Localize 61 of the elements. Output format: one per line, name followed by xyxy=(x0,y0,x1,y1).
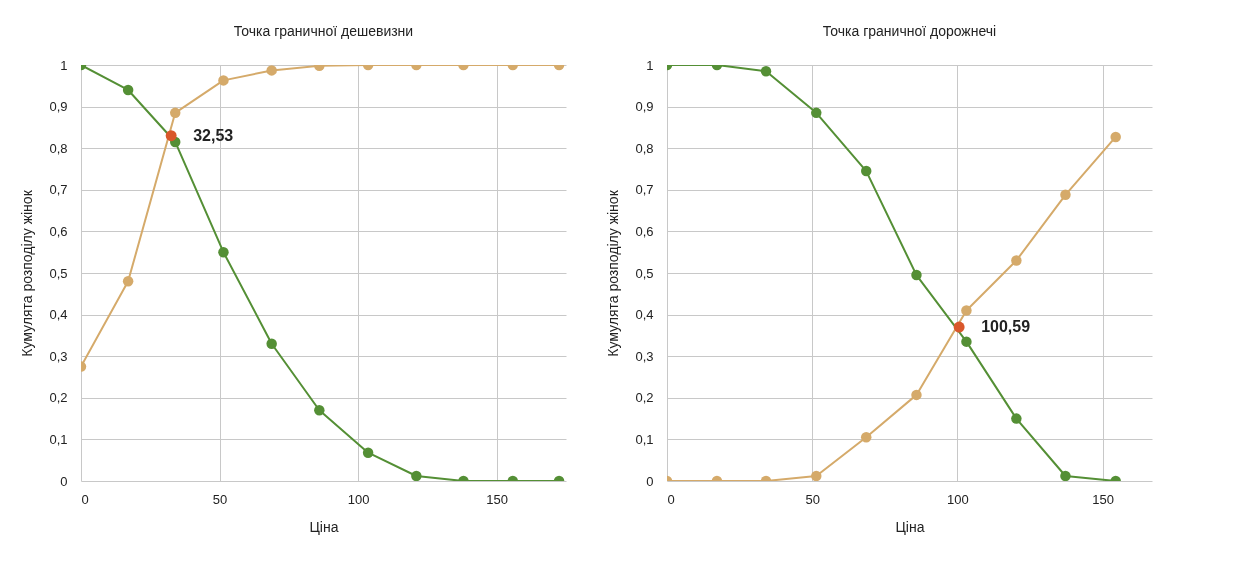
annotation: 32,53 xyxy=(193,126,234,144)
point xyxy=(1011,413,1022,424)
x-axis-title: Ціна xyxy=(309,518,339,535)
y-tick-label: 0,9 xyxy=(49,99,68,115)
y-tick-label: 0,6 xyxy=(49,223,68,239)
y-tick-label: 0,9 xyxy=(635,99,654,115)
y-axis-title: Кумулята розподілу жінок xyxy=(19,189,36,357)
point xyxy=(911,269,922,281)
point xyxy=(961,336,972,347)
y-tick-label: 0,2 xyxy=(635,390,654,406)
y-tick-label: 0,1 xyxy=(49,431,68,447)
chart-title: Точка граничної дорожнечі xyxy=(822,23,997,39)
point xyxy=(953,321,965,333)
y-tick-label: 0,7 xyxy=(49,182,68,198)
y-tick-label: 0,4 xyxy=(49,307,68,323)
y-tick-label: 0,6 xyxy=(635,223,654,239)
point xyxy=(811,107,822,119)
x-tick-label: 50 xyxy=(212,491,228,507)
x-tick-label: 150 xyxy=(1092,491,1114,507)
point xyxy=(860,432,872,443)
x-tick-label: 100 xyxy=(347,491,370,507)
y-axis-title: Кумулята розподілу жінок xyxy=(605,189,622,357)
point xyxy=(811,470,822,481)
point xyxy=(218,246,229,258)
point xyxy=(1060,470,1071,481)
y-tick-label: 0,8 xyxy=(49,140,68,156)
point xyxy=(1110,131,1121,143)
point xyxy=(362,447,374,458)
point xyxy=(314,405,325,416)
point xyxy=(911,389,922,401)
y-tick-label: 1 xyxy=(60,57,68,73)
y-tick-label: 0,2 xyxy=(49,390,68,406)
x-tick-label: 150 xyxy=(486,491,509,507)
y-tick-label: 0,3 xyxy=(49,348,68,364)
y-tick-label: 0,5 xyxy=(635,265,654,281)
point xyxy=(165,130,177,142)
y-tick-label: 0 xyxy=(646,473,654,489)
y-tick-label: 0,8 xyxy=(635,140,654,156)
y-tick-label: 1 xyxy=(646,57,654,73)
x-tick-label: 0 xyxy=(667,491,675,507)
chart-title: Точка граничної дешевизни xyxy=(233,23,414,39)
point xyxy=(860,165,872,177)
x-axis-title: Ціна xyxy=(895,518,925,535)
y-tick-label: 0,1 xyxy=(635,431,654,447)
point xyxy=(961,305,972,316)
x-tick-label: 50 xyxy=(805,491,820,507)
point xyxy=(266,338,277,349)
x-tick-label: 100 xyxy=(947,491,969,507)
point xyxy=(1011,255,1022,266)
point xyxy=(411,470,422,481)
annotation: 100,59 xyxy=(981,318,1031,336)
point xyxy=(169,107,181,119)
y-tick-label: 0,4 xyxy=(635,307,654,323)
x-tick-label: 0 xyxy=(81,491,89,507)
y-tick-label: 0,7 xyxy=(635,182,654,198)
point xyxy=(122,276,134,287)
point xyxy=(760,66,772,77)
y-tick-label: 0,5 xyxy=(49,265,68,281)
y-tick-label: 0 xyxy=(60,473,68,489)
point xyxy=(1060,189,1071,201)
y-tick-label: 0,3 xyxy=(635,348,654,364)
